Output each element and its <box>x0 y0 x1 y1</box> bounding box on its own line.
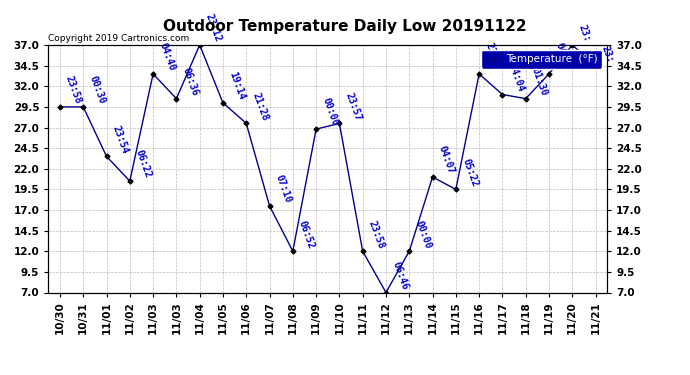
Text: 06:22: 06:22 <box>134 149 153 180</box>
Text: 04:07: 04:07 <box>437 145 456 176</box>
Text: 01:30: 01:30 <box>530 66 549 97</box>
Text: 00:00: 00:00 <box>320 97 339 128</box>
Text: 04:40: 04:40 <box>157 42 177 72</box>
Text: 23:57: 23:57 <box>483 42 503 72</box>
Text: 07:10: 07:10 <box>274 174 293 204</box>
Text: 06:52: 06:52 <box>297 219 317 250</box>
Text: 06:46: 06:46 <box>390 260 410 291</box>
Text: 04:59: 04:59 <box>553 42 573 72</box>
Text: 04:04: 04:04 <box>506 62 526 93</box>
Text: 05:22: 05:22 <box>460 157 480 188</box>
Text: 23:57: 23:57 <box>344 91 363 122</box>
Text: 23:58: 23:58 <box>367 219 386 250</box>
Text: 00:00: 00:00 <box>413 219 433 250</box>
Text: 23:12: 23:12 <box>204 13 224 44</box>
Text: Outdoor Temperature Daily Low 20191122: Outdoor Temperature Daily Low 20191122 <box>164 19 526 34</box>
Legend: Temperature  (°F): Temperature (°F) <box>481 50 602 69</box>
Text: Copyright 2019 Cartronics.com: Copyright 2019 Cartronics.com <box>48 34 190 43</box>
Text: 23:: 23: <box>576 24 592 44</box>
Text: 06:36: 06:36 <box>181 66 200 97</box>
Text: 23:54: 23:54 <box>110 124 130 155</box>
Text: 21:28: 21:28 <box>250 91 270 122</box>
Text: 00:30: 00:30 <box>88 75 107 105</box>
Text: 23:: 23: <box>600 44 615 64</box>
Text: 23:58: 23:58 <box>64 75 83 105</box>
Text: 19:14: 19:14 <box>227 70 246 101</box>
